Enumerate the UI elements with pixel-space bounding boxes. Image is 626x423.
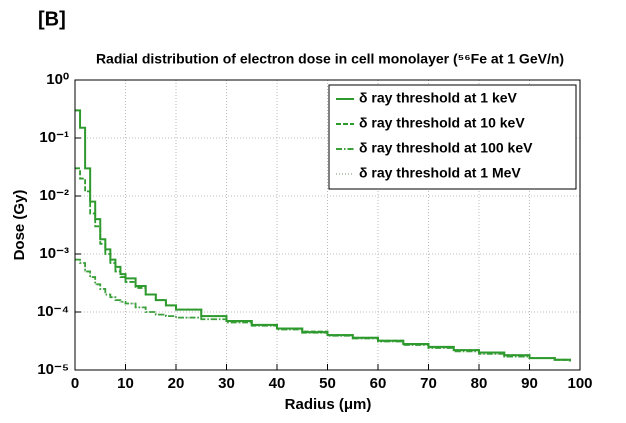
panel-label: [B] [38, 8, 66, 30]
legend-label: δ ray threshold at 1 keV [359, 90, 518, 106]
y-tick-label: 10⁻² [39, 187, 69, 204]
x-tick-label: 50 [319, 375, 336, 392]
x-tick-label: 90 [521, 375, 538, 392]
x-tick-label: 60 [370, 375, 387, 392]
x-tick-label: 20 [168, 375, 185, 392]
y-tick-label: 10⁰ [46, 71, 69, 88]
series-line [75, 109, 571, 362]
x-tick-label: 30 [218, 375, 235, 392]
chart-title: Radial distribution of electron dose in … [96, 51, 564, 67]
x-tick-label: 70 [420, 375, 437, 392]
y-tick-label: 10⁻⁵ [37, 361, 69, 378]
plot-frame [74, 79, 581, 371]
x-axis-label: Radius (μm) [285, 396, 372, 413]
y-axis-label: Dose (Gy) [11, 190, 28, 261]
y-tick-label: 10⁻⁴ [37, 303, 69, 320]
x-tick-label: 0 [71, 375, 79, 392]
x-tick-label: 40 [269, 375, 286, 392]
y-tick-label: 10⁻³ [39, 245, 69, 262]
x-tick-label: 10 [117, 375, 134, 392]
legend-label: δ ray threshold at 10 keV [359, 115, 525, 131]
legend-box [328, 84, 577, 190]
legend-label: δ ray threshold at 1 MeV [359, 165, 521, 181]
y-tick-label: 10⁻¹ [39, 129, 69, 146]
x-tick-label: 80 [471, 375, 488, 392]
legend-label: δ ray threshold at 100 keV [359, 140, 533, 156]
x-tick-label: 100 [567, 375, 592, 392]
